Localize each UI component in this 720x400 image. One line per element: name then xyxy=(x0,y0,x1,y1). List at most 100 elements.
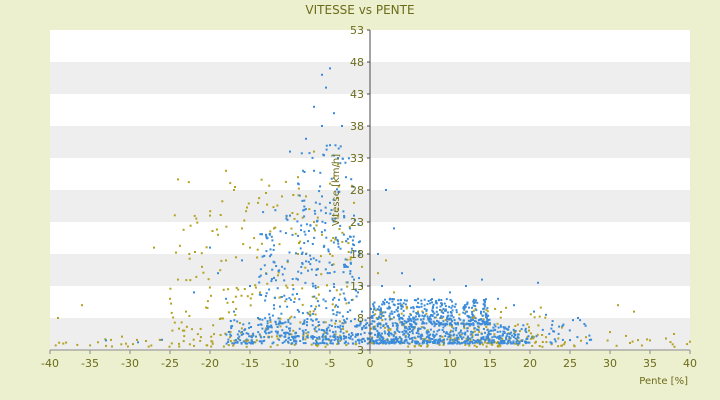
data-point xyxy=(199,339,202,342)
y-tick-label: 8 xyxy=(357,312,364,325)
data-point xyxy=(483,320,486,323)
data-point xyxy=(329,253,331,255)
data-point xyxy=(343,263,345,266)
data-point xyxy=(584,324,587,327)
data-point xyxy=(433,316,436,319)
data-point xyxy=(265,250,268,253)
data-point xyxy=(311,324,314,327)
data-point xyxy=(286,218,289,221)
data-point xyxy=(263,254,266,257)
data-point xyxy=(258,197,261,200)
data-point xyxy=(313,169,315,172)
data-point xyxy=(494,328,497,331)
data-point xyxy=(341,157,344,160)
data-point xyxy=(446,316,449,319)
data-point xyxy=(303,208,306,211)
data-point xyxy=(265,233,267,236)
data-point xyxy=(433,312,436,315)
data-point xyxy=(288,327,290,330)
data-point xyxy=(379,317,382,320)
data-point xyxy=(396,340,399,343)
data-point xyxy=(315,268,318,271)
data-point xyxy=(446,315,449,318)
data-point xyxy=(505,336,507,339)
data-point xyxy=(342,327,345,330)
data-point xyxy=(313,221,315,223)
data-point xyxy=(433,278,435,281)
data-point xyxy=(326,284,328,287)
data-point xyxy=(469,324,472,327)
data-point xyxy=(376,339,379,342)
data-point xyxy=(300,229,302,232)
data-point xyxy=(370,327,373,330)
data-point xyxy=(170,311,173,314)
data-point xyxy=(409,317,412,320)
data-point xyxy=(486,307,489,310)
data-point xyxy=(401,341,404,344)
data-point xyxy=(391,300,394,303)
data-point xyxy=(387,333,389,335)
data-point xyxy=(434,339,437,341)
data-point xyxy=(417,310,419,313)
x-tick-label: 5 xyxy=(407,357,414,370)
data-point xyxy=(387,326,390,329)
data-point xyxy=(324,222,327,224)
data-point xyxy=(313,328,316,330)
y-tick-label: 18 xyxy=(350,248,364,261)
data-point xyxy=(561,338,564,341)
data-point xyxy=(473,315,476,318)
data-point xyxy=(410,306,413,309)
data-point xyxy=(454,303,457,306)
data-point xyxy=(323,154,325,157)
data-point xyxy=(259,340,262,343)
data-point xyxy=(233,342,236,345)
data-point xyxy=(238,322,241,324)
data-point xyxy=(480,310,482,313)
x-tick-label: -30 xyxy=(121,357,139,370)
data-point xyxy=(188,343,191,346)
data-point xyxy=(311,156,314,159)
data-point xyxy=(278,334,281,337)
data-point xyxy=(422,322,425,324)
data-point xyxy=(237,288,240,291)
data-point xyxy=(417,297,419,300)
x-tick-label: 0 xyxy=(367,357,374,370)
data-point xyxy=(177,178,179,181)
data-point xyxy=(324,335,327,338)
data-point xyxy=(377,334,380,336)
data-point xyxy=(58,341,61,344)
data-point xyxy=(407,345,410,348)
data-point xyxy=(161,338,163,341)
data-point xyxy=(465,322,468,325)
data-point xyxy=(461,332,464,335)
data-point xyxy=(441,329,444,331)
data-point xyxy=(343,266,346,268)
data-point xyxy=(568,329,571,332)
data-point xyxy=(180,321,183,324)
data-point xyxy=(402,324,405,327)
data-point xyxy=(382,341,384,344)
data-point xyxy=(486,321,489,324)
data-point xyxy=(275,265,278,267)
data-point xyxy=(373,340,376,343)
data-point xyxy=(485,309,488,312)
data-point xyxy=(512,328,515,331)
data-point xyxy=(329,144,331,147)
data-point xyxy=(401,330,404,333)
data-point xyxy=(345,344,348,347)
data-point xyxy=(441,335,444,338)
data-point xyxy=(257,331,260,334)
data-point xyxy=(480,332,483,335)
data-point xyxy=(145,340,147,342)
data-point xyxy=(425,336,428,339)
data-point xyxy=(427,317,430,320)
data-point xyxy=(256,248,259,251)
data-point xyxy=(438,321,440,324)
data-point xyxy=(320,329,323,331)
data-point xyxy=(447,335,450,338)
data-point xyxy=(363,331,366,334)
data-point xyxy=(483,307,486,310)
data-point xyxy=(196,333,199,336)
data-point xyxy=(418,315,421,318)
data-point xyxy=(633,310,635,313)
